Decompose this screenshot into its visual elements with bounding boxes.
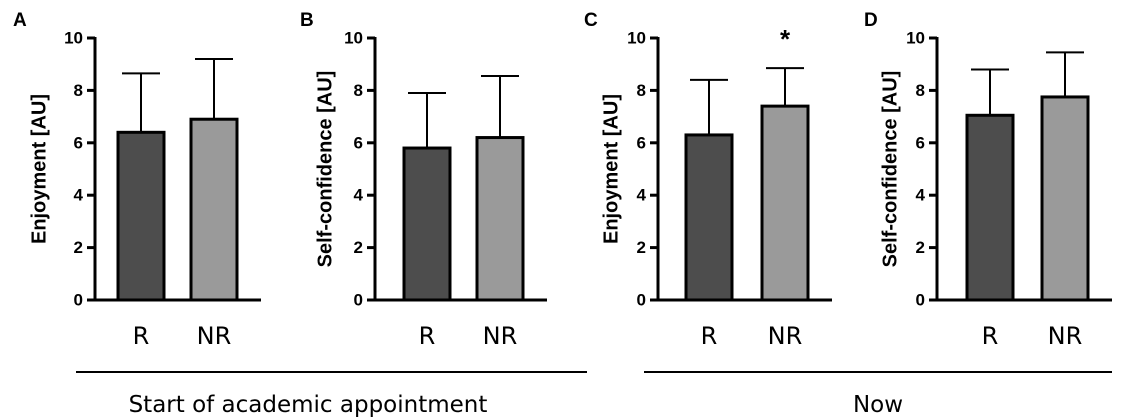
y-tick-label: 6	[354, 133, 363, 152]
x-category-label: NR	[1048, 322, 1083, 350]
y-tick-label: 0	[916, 291, 925, 310]
bar-nr	[475, 136, 525, 302]
y-tick-label: 0	[354, 291, 363, 310]
bar-nr	[760, 104, 810, 302]
y-tick-label: 8	[74, 81, 83, 100]
y-tick-label: 2	[637, 238, 646, 257]
panel-letter: D	[864, 10, 878, 31]
bar-r	[965, 113, 1015, 302]
y-tick-label: 10	[906, 29, 925, 48]
y-tick-label: 0	[74, 291, 83, 310]
bar-nr	[1040, 95, 1090, 302]
y-tick-label: 4	[74, 186, 84, 205]
bar-r	[116, 130, 166, 302]
y-tick-label: 8	[637, 81, 646, 100]
group-label: Start of academic appointment	[129, 392, 488, 418]
y-tick-label: 8	[354, 81, 363, 100]
bar-r	[684, 133, 734, 302]
x-category-label: R	[419, 322, 436, 350]
chart-panel-c: C Enjoyment [AU] 0 2 4 6 8 10 R NR *	[584, 10, 832, 350]
group-1: Start of academic appointment	[76, 371, 587, 418]
group-2: Now	[644, 371, 1112, 418]
y-axis-label: Self-confidence [AU]	[879, 71, 901, 268]
chart-panel-d: D Self-confidence [AU] 0 2 4 6 8 10 R NR	[864, 10, 1112, 350]
y-tick-label: 8	[916, 81, 925, 100]
y-tick-label: 10	[64, 29, 83, 48]
y-tick-label: 10	[344, 29, 363, 48]
x-category-label: NR	[483, 322, 518, 350]
y-tick-label: 4	[916, 186, 926, 205]
x-category-label: R	[701, 322, 718, 350]
x-category-label: R	[133, 322, 150, 350]
y-tick-label: 4	[637, 186, 647, 205]
y-tick-label: 10	[627, 29, 646, 48]
y-tick-label: 2	[916, 238, 925, 257]
significance-marker: *	[780, 24, 791, 54]
y-tick-label: 2	[354, 238, 363, 257]
bar-r	[402, 146, 452, 302]
y-tick-label: 0	[637, 291, 646, 310]
chart-panel-b: B Self-confidence [AU] 0 2 4 6 8 10 R NR	[300, 10, 547, 350]
y-tick-label: 2	[74, 238, 83, 257]
y-tick-label: 6	[916, 133, 925, 152]
y-tick-label: 4	[354, 186, 364, 205]
y-axis-label: Enjoyment [AU]	[28, 94, 50, 244]
group-label: Now	[853, 392, 903, 418]
panel-letter: A	[13, 10, 27, 31]
y-axis-label: Enjoyment [AU]	[600, 94, 622, 244]
y-axis-label: Self-confidence [AU]	[314, 71, 336, 268]
x-category-label: R	[982, 322, 999, 350]
y-tick-label: 6	[74, 133, 83, 152]
panel-letter: C	[584, 10, 598, 31]
x-category-label: NR	[197, 322, 232, 350]
x-category-label: NR	[768, 322, 803, 350]
chart-panel-a: A Enjoyment [AU] 0 2 4 6 8 10 R NR	[13, 10, 261, 350]
panel-letter: B	[300, 10, 314, 31]
y-tick-label: 6	[637, 133, 646, 152]
bar-nr	[189, 117, 239, 302]
